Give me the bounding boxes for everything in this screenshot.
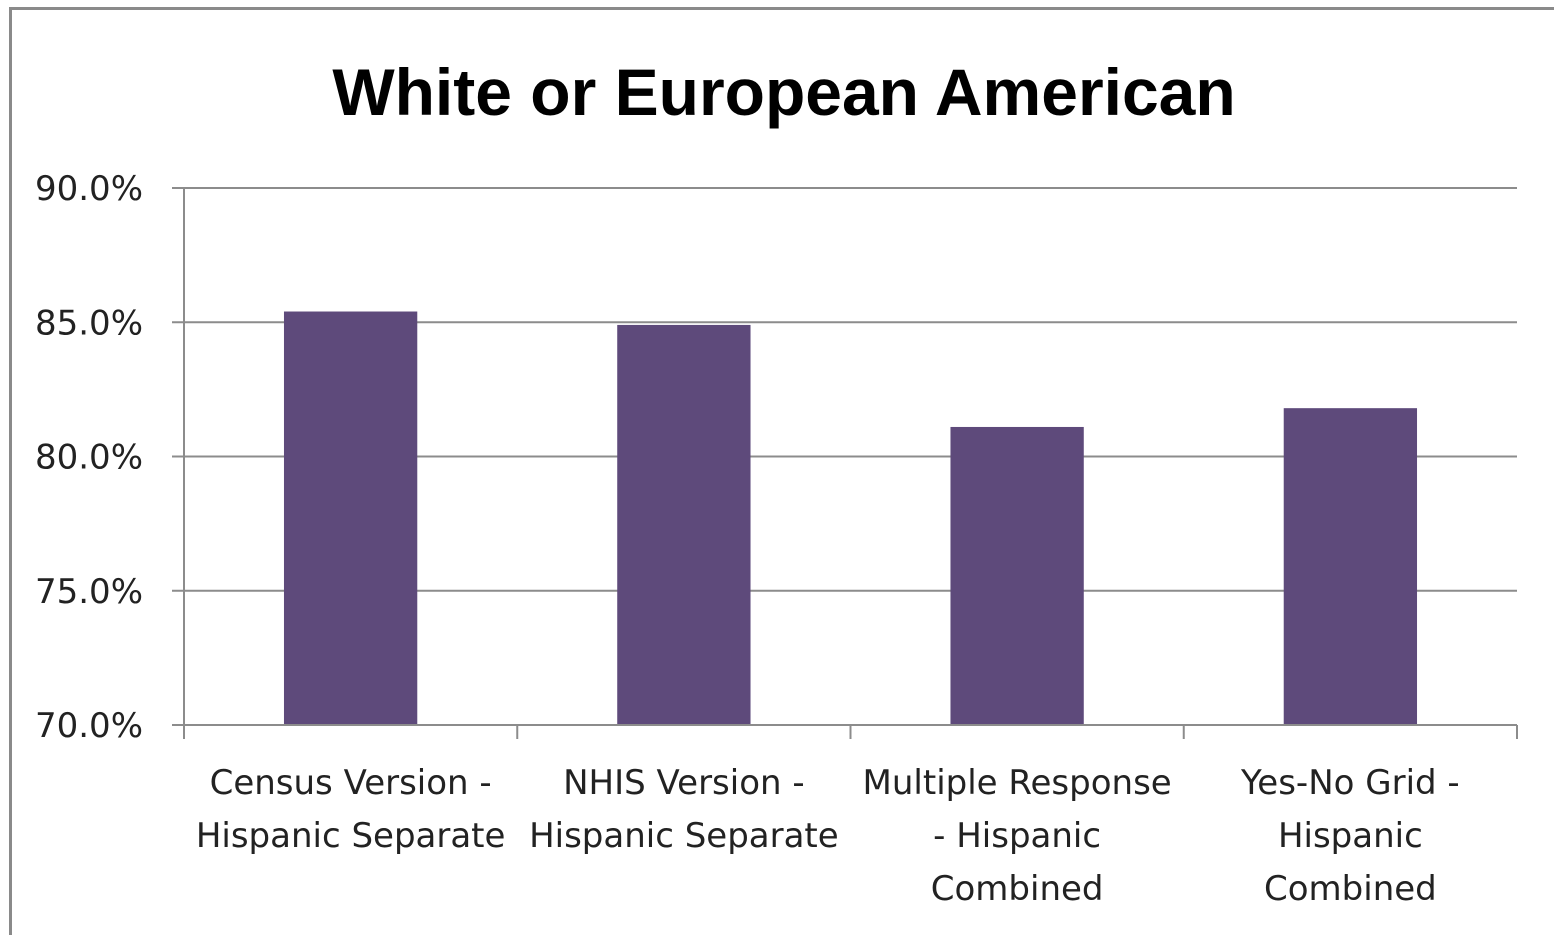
x-tick-label: Census Version -Hispanic Separate	[196, 763, 506, 856]
bar	[617, 324, 751, 725]
x-tick-label: NHIS Version -Hispanic Separate	[529, 763, 839, 856]
y-axis-ticks: 70.0% 75.0% 80.0% 85.0% 90.0%	[35, 169, 143, 746]
y-tick-label: 85.0%	[35, 303, 143, 343]
x-tick-label: Yes-No Grid -Hispanic Combined	[1240, 763, 1460, 909]
bar	[283, 311, 418, 725]
y-tick-label: 75.0%	[35, 572, 143, 612]
chart-title: White or European American	[332, 55, 1235, 129]
y-tick-label: 70.0%	[35, 706, 143, 746]
y-tick-label: 90.0%	[35, 169, 143, 209]
y-tick-label: 80.0%	[35, 438, 143, 478]
bar	[950, 426, 1084, 725]
bars	[283, 311, 1418, 725]
bar	[1283, 408, 1418, 725]
axes	[172, 188, 1518, 739]
x-tick-label: Multiple Response - Hispanic Combined	[863, 763, 1172, 909]
